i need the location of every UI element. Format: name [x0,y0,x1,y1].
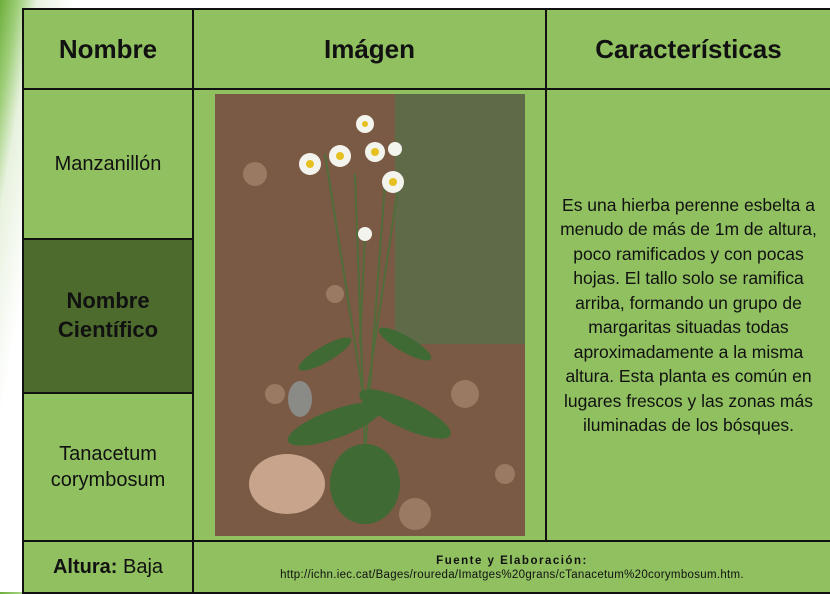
name-cell: Manzanillón [22,88,194,240]
header-text: Nombre [58,33,158,64]
header-text: Imágen [323,33,416,64]
plant-image [214,94,525,536]
scientific-name: Tanacetum corymbosum [50,443,166,491]
image-cell [192,88,547,542]
height-cell: Altura: Baja [22,540,194,594]
name-cell: Tanacetum corymbosum [22,392,194,542]
header-text: Características [595,33,782,64]
source-label: Fuente y Elaboración: [436,555,588,567]
header-cell: Características [545,8,830,90]
characteristics-text: Es una hierba perenne esbelta a menudo d… [560,194,817,436]
height-value: Baja [122,556,164,578]
height-label: Altura: [52,556,118,578]
source-url: http://ichn.iec.cat/Bages/roureda/Imatge… [280,569,744,581]
common-name: Manzanillón [54,153,162,175]
label-cell: Nombre Científico [22,238,194,394]
source-cell: Fuente y Elaboración: http://ichn.iec.ca… [192,540,830,594]
header-cell: Nombre [22,8,194,90]
header-cell: Imágen [192,8,547,90]
scientific-label: Nombre Científico [57,288,159,342]
characteristics-cell: Es una hierba perenne esbelta a menudo d… [545,88,830,542]
